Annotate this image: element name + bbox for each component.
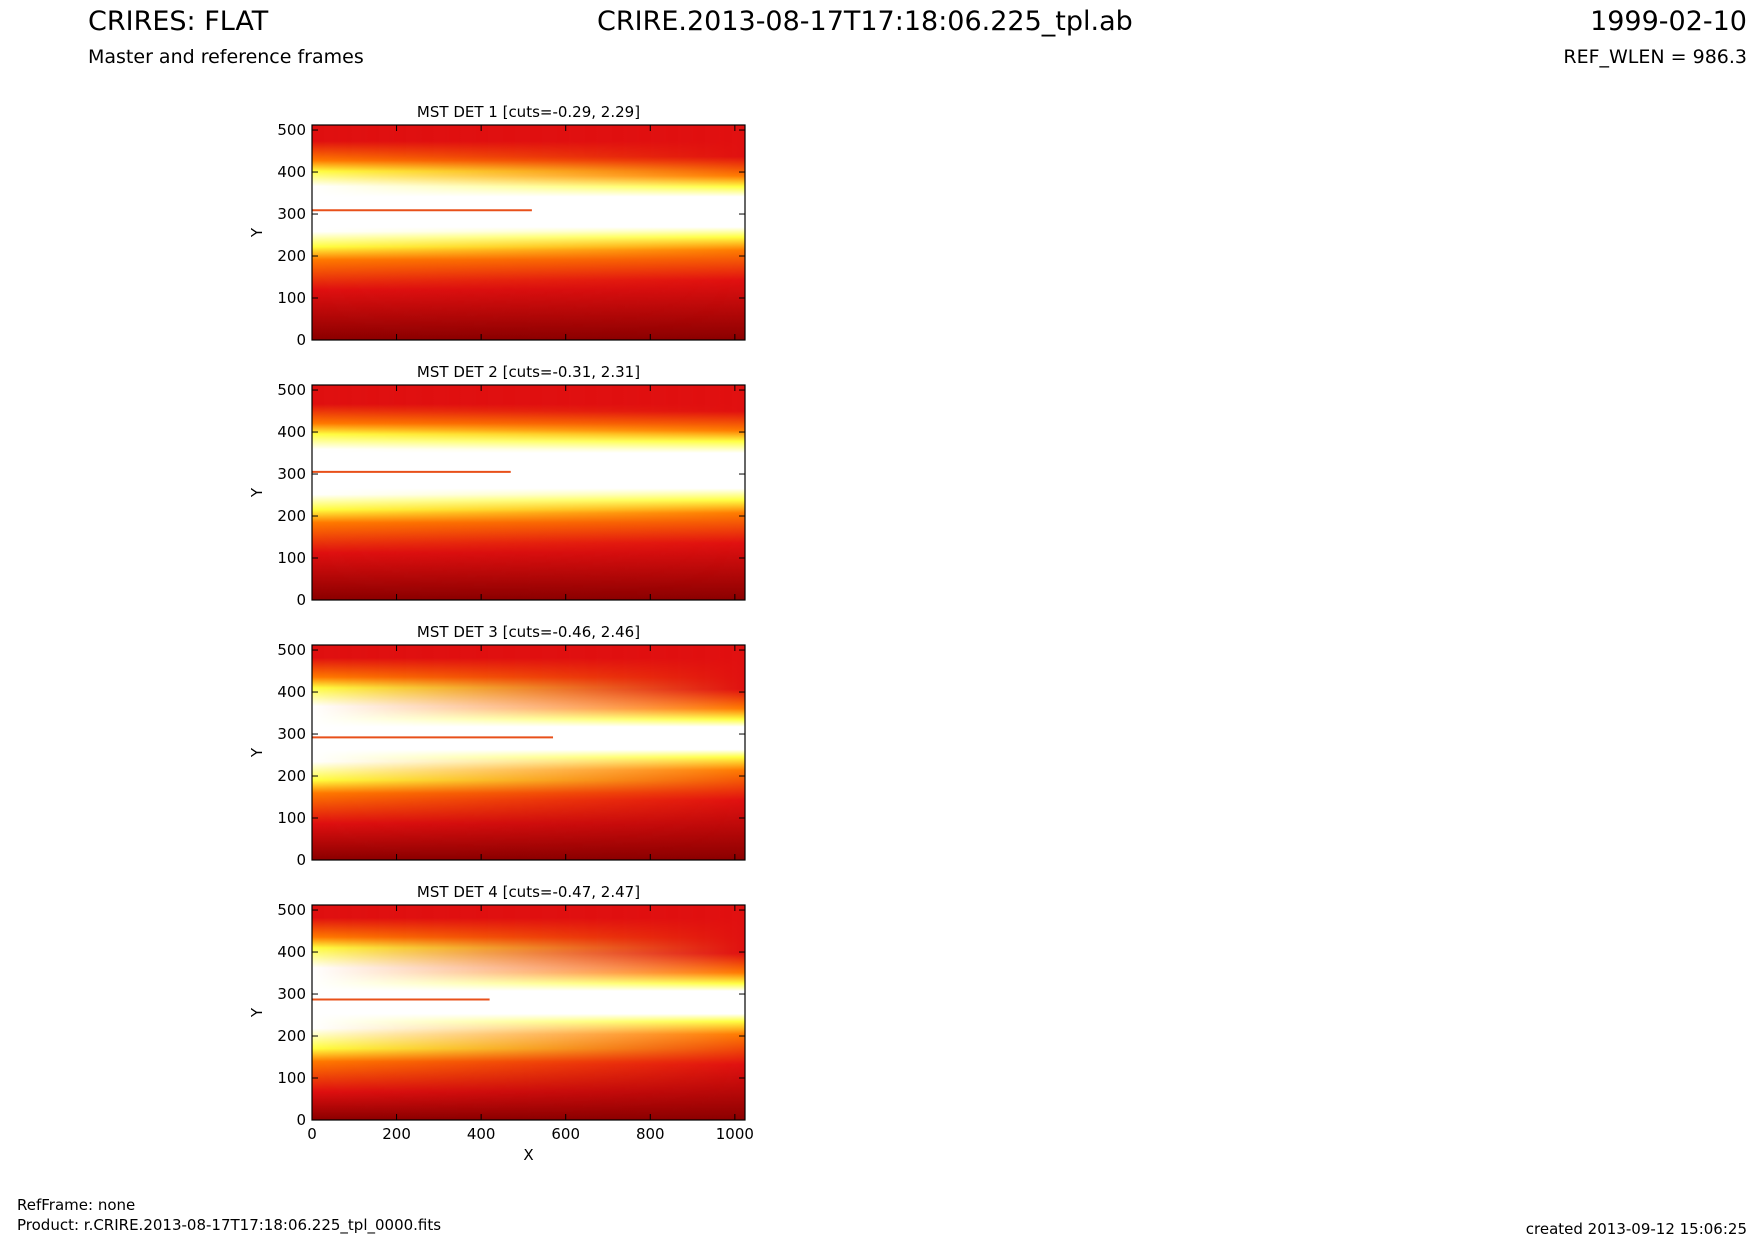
detector-image-right-profile — [312, 125, 745, 340]
report-title: CRIRES: FLAT — [88, 6, 269, 37]
detector-image-right-profile — [312, 645, 745, 860]
y-tick-label: 500 — [277, 381, 306, 399]
detector-image-right-profile — [312, 385, 745, 600]
y-tick-label: 100 — [277, 549, 306, 567]
y-axis-label: Y — [248, 487, 266, 498]
created-timestamp: created 2013-09-12 15:06:25 — [1525, 1220, 1747, 1238]
y-tick-label: 500 — [277, 901, 306, 919]
plot-frame — [311, 644, 746, 861]
y-tick-label: 100 — [277, 289, 306, 307]
y-tick-label: 400 — [277, 423, 306, 441]
y-tick-label: 0 — [296, 331, 306, 349]
x-axis-label: X — [523, 1146, 533, 1164]
report-subtitle: Master and reference frames — [88, 46, 364, 68]
y-tick-label: 100 — [277, 1069, 306, 1087]
x-tick-label: 0 — [307, 1125, 317, 1143]
x-tick-label: 600 — [551, 1125, 580, 1143]
y-tick-label: 200 — [277, 1027, 306, 1045]
y-axis-label: Y — [248, 1007, 266, 1018]
y-axis-label: Y — [248, 747, 266, 758]
y-tick-label: 0 — [296, 591, 306, 609]
y-axis-label: Y — [248, 227, 266, 238]
plot-title: MST DET 1 [cuts=-0.29, 2.29] — [417, 103, 640, 121]
x-tick-label: 200 — [382, 1125, 411, 1143]
plot-title: MST DET 2 [cuts=-0.31, 2.31] — [417, 363, 640, 381]
y-tick-label: 300 — [277, 465, 306, 483]
y-tick-label: 400 — [277, 683, 306, 701]
product-file-note: Product: r.CRIRE.2013-08-17T17:18:06.225… — [17, 1216, 442, 1234]
plot-frame — [311, 904, 746, 1121]
y-tick-label: 0 — [296, 1111, 306, 1129]
ref-frame-note: RefFrame: none — [17, 1196, 136, 1214]
reference-wavelength: REF_WLEN = 986.3 — [1563, 46, 1747, 68]
file-name-title: CRIRE.2013-08-17T17:18:06.225_tpl.ab — [597, 6, 1133, 37]
y-tick-label: 400 — [277, 163, 306, 181]
y-tick-label: 200 — [277, 767, 306, 785]
y-tick-label: 0 — [296, 851, 306, 869]
y-tick-label: 200 — [277, 507, 306, 525]
y-tick-label: 300 — [277, 985, 306, 1003]
y-tick-label: 500 — [277, 641, 306, 659]
plot-frame — [311, 384, 746, 601]
y-tick-label: 100 — [277, 809, 306, 827]
plot-title: MST DET 3 [cuts=-0.46, 2.46] — [417, 623, 640, 641]
detector-image-right-profile — [312, 905, 745, 1120]
y-tick-label: 500 — [277, 121, 306, 139]
plot-title: MST DET 4 [cuts=-0.47, 2.47] — [417, 883, 640, 901]
y-tick-label: 300 — [277, 725, 306, 743]
x-tick-label: 1000 — [716, 1125, 754, 1143]
x-tick-label: 400 — [467, 1125, 496, 1143]
observation-date: 1999-02-10 — [1590, 6, 1747, 37]
x-tick-label: 800 — [636, 1125, 665, 1143]
y-tick-label: 400 — [277, 943, 306, 961]
plot-frame — [311, 124, 746, 341]
y-tick-label: 300 — [277, 205, 306, 223]
y-tick-label: 200 — [277, 247, 306, 265]
